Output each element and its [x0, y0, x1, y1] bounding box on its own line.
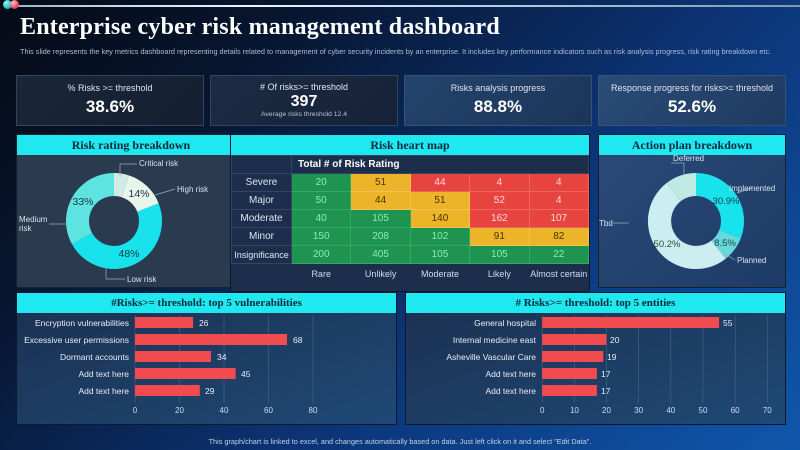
svg-text:55: 55: [723, 318, 733, 328]
svg-text:Medium: Medium: [19, 215, 48, 224]
svg-text:High risk: High risk: [177, 185, 209, 194]
svg-text:Implemented: Implemented: [729, 184, 775, 193]
svg-text:0: 0: [133, 406, 138, 415]
svg-text:Add text here: Add text here: [485, 369, 536, 379]
svg-text:20: 20: [175, 406, 184, 415]
svg-text:60: 60: [264, 406, 273, 415]
svg-text:48%: 48%: [118, 248, 139, 260]
svg-text:14%: 14%: [128, 188, 149, 200]
svg-text:10: 10: [570, 406, 579, 415]
svg-text:40: 40: [666, 406, 675, 415]
svg-text:Dormant accounts: Dormant accounts: [60, 352, 129, 362]
svg-text:17: 17: [601, 386, 611, 396]
svg-text:Low risk: Low risk: [127, 275, 157, 284]
svg-text:30.9%: 30.9%: [713, 196, 740, 207]
svg-text:80: 80: [309, 406, 318, 415]
svg-text:Critical risk: Critical risk: [139, 159, 179, 168]
svg-text:Add text here: Add text here: [485, 386, 536, 396]
svg-text:Excessive user permissions: Excessive user permissions: [24, 335, 129, 345]
svg-text:8.5%: 8.5%: [714, 238, 736, 249]
svg-text:29: 29: [205, 386, 215, 396]
svg-text:Encryption vulnerabilities: Encryption vulnerabilities: [35, 318, 129, 328]
svg-text:Tbd: Tbd: [599, 219, 613, 228]
svg-text:20: 20: [602, 406, 611, 415]
svg-text:70: 70: [763, 406, 772, 415]
svg-text:risk: risk: [19, 224, 32, 233]
svg-text:Add text here: Add text here: [78, 386, 129, 396]
svg-text:26: 26: [199, 318, 209, 328]
svg-text:34: 34: [217, 352, 227, 362]
svg-text:Deferred: Deferred: [673, 155, 704, 163]
svg-text:17: 17: [601, 369, 611, 379]
svg-text:50: 50: [699, 406, 708, 415]
svg-text:68: 68: [293, 335, 303, 345]
svg-text:Add text here: Add text here: [78, 369, 129, 379]
svg-text:Internal medicine east: Internal medicine east: [453, 335, 537, 345]
svg-text:30: 30: [634, 406, 643, 415]
svg-text:45: 45: [241, 369, 251, 379]
svg-text:33%: 33%: [72, 196, 93, 208]
svg-text:60: 60: [731, 406, 740, 415]
svg-text:40: 40: [220, 406, 229, 415]
svg-text:20: 20: [610, 335, 620, 345]
svg-text:Planned: Planned: [737, 256, 766, 265]
svg-text:19: 19: [607, 352, 617, 362]
svg-text:Asheville Vascular Care: Asheville Vascular Care: [446, 352, 536, 362]
svg-text:General hospital: General hospital: [474, 318, 536, 328]
svg-text:0: 0: [540, 406, 545, 415]
svg-text:50.2%: 50.2%: [654, 239, 681, 250]
